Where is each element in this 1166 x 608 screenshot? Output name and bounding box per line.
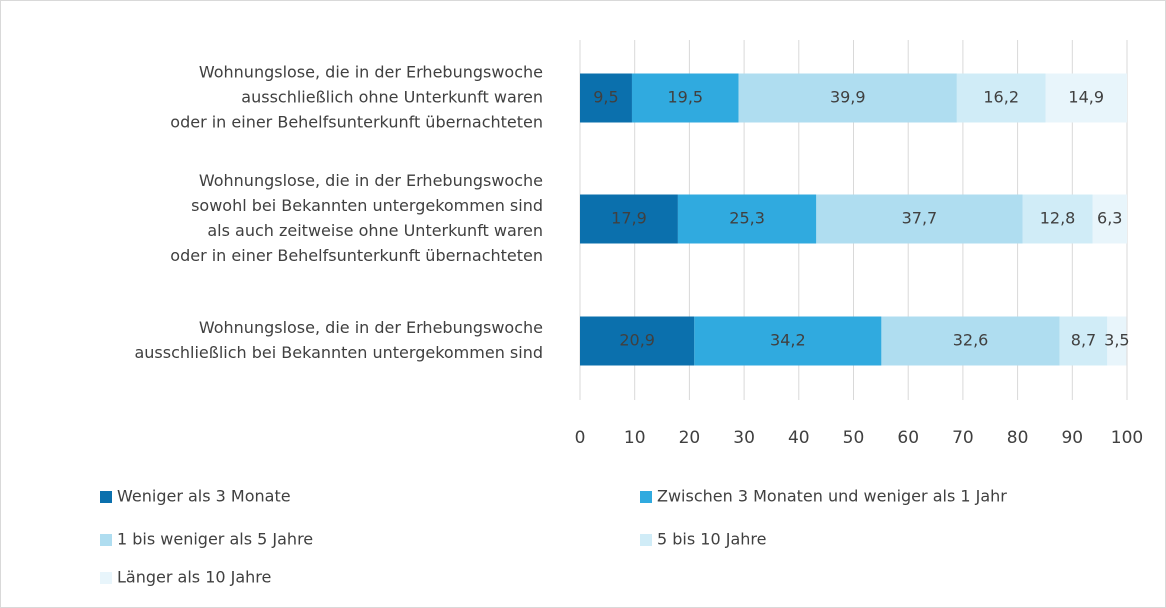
legend-swatch	[640, 534, 652, 546]
category-label: Wohnungslose, die in der Erhebungswoche	[199, 318, 543, 337]
bar-segment	[694, 316, 882, 366]
legend-label: Zwischen 3 Monaten und weniger als 1 Jah…	[657, 487, 1007, 506]
legend-label: 1 bis weniger als 5 Jahre	[117, 530, 313, 549]
value-label: 37,7	[902, 209, 938, 228]
bar-segment	[1045, 73, 1127, 123]
value-label: 16,2	[983, 88, 1019, 107]
x-tick-label: 100	[1111, 428, 1143, 448]
bar-segment	[580, 73, 632, 123]
category-label: ausschließlich ohne Unterkunft waren	[241, 88, 543, 107]
bar-segment	[580, 316, 695, 366]
bar-segment	[881, 316, 1060, 366]
bar-segment	[1022, 194, 1093, 244]
category-label: ausschließlich bei Bekannten untergekomm…	[134, 343, 543, 362]
legend-swatch	[100, 534, 112, 546]
category-label: sowohl bei Bekannten untergekommen sind	[191, 196, 543, 215]
value-label: 17,9	[611, 209, 647, 228]
legend-swatch	[100, 491, 112, 503]
value-label: 34,2	[770, 331, 806, 350]
value-label: 3,5	[1104, 331, 1129, 350]
bar-segment	[1092, 194, 1127, 244]
value-label: 14,9	[1068, 88, 1104, 107]
legend-label: Weniger als 3 Monate	[117, 487, 291, 506]
value-label: 19,5	[667, 88, 703, 107]
legend-swatch	[640, 491, 652, 503]
bar-segment	[677, 194, 817, 244]
legend-swatch	[100, 572, 112, 584]
value-label: 20,9	[619, 331, 655, 350]
value-label: 8,7	[1071, 331, 1096, 350]
x-tick-label: 20	[679, 428, 701, 448]
legend-label: 5 bis 10 Jahre	[657, 530, 766, 549]
x-tick-label: 10	[624, 428, 646, 448]
bar-segment	[580, 194, 678, 244]
x-tick-label: 30	[733, 428, 755, 448]
bar-segment	[1059, 316, 1108, 366]
bar-segment	[956, 73, 1046, 123]
value-label: 39,9	[830, 88, 866, 107]
bar-segment	[738, 73, 957, 123]
legend-label: Länger als 10 Jahre	[117, 568, 271, 587]
value-label: 12,8	[1040, 209, 1076, 228]
x-tick-label: 40	[788, 428, 810, 448]
category-label: oder in einer Behelfsunterkunft übernach…	[170, 113, 543, 132]
category-label: als auch zeitweise ohne Unterkunft waren	[207, 221, 543, 240]
x-tick-label: 90	[1061, 428, 1083, 448]
value-label: 9,5	[593, 88, 618, 107]
value-label: 25,3	[729, 209, 765, 228]
bar-segment	[1107, 316, 1127, 366]
bar-segment	[631, 73, 739, 123]
category-label: Wohnungslose, die in der Erhebungswoche	[199, 63, 543, 82]
x-tick-label: 70	[952, 428, 974, 448]
x-tick-label: 60	[897, 428, 919, 448]
category-label: oder in einer Behelfsunterkunft übernach…	[170, 246, 543, 265]
x-tick-label: 80	[1007, 428, 1029, 448]
x-tick-label: 0	[575, 428, 586, 448]
x-tick-label: 50	[843, 428, 865, 448]
bar-segment	[816, 194, 1023, 244]
value-label: 32,6	[953, 331, 989, 350]
category-label: Wohnungslose, die in der Erhebungswoche	[199, 171, 543, 190]
value-label: 6,3	[1097, 209, 1122, 228]
